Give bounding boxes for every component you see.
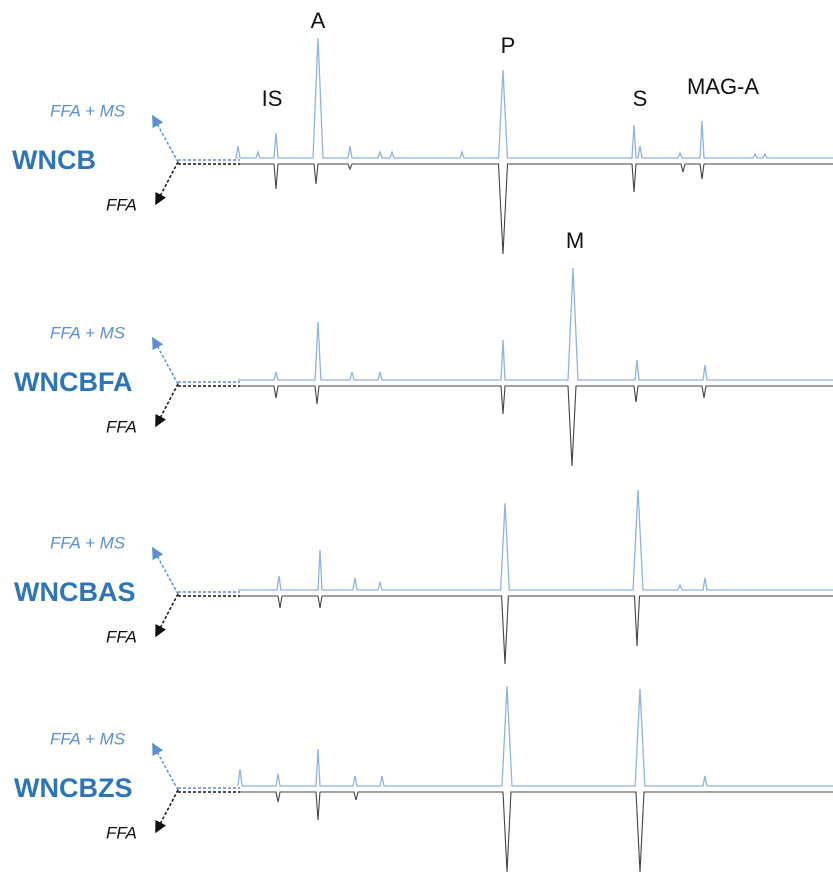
peak-label: MAG-A — [687, 74, 759, 99]
upper-label: FFA + MS — [50, 101, 126, 120]
lower-trace — [238, 595, 833, 665]
lower-label: FFA — [106, 417, 137, 436]
sample-label: WNCB — [12, 145, 96, 175]
arrow — [155, 789, 179, 834]
upper-trace — [237, 685, 833, 787]
arrow — [155, 383, 179, 428]
peak-label: P — [501, 33, 516, 58]
sample-label: WNCBFA — [14, 367, 132, 397]
upper-trace — [238, 267, 833, 381]
lower-trace — [238, 791, 833, 872]
peak-label: M — [566, 228, 584, 253]
lower-trace — [238, 163, 833, 255]
arrow — [155, 161, 179, 206]
upper-label: FFA + MS — [50, 533, 126, 552]
lower-trace — [238, 385, 833, 467]
upper-label: FFA + MS — [50, 323, 126, 342]
lower-label: FFA — [106, 823, 137, 842]
peak-label: A — [311, 8, 326, 33]
upper-trace — [238, 489, 833, 591]
arrow — [152, 114, 179, 163]
sample-label: WNCBAS — [14, 577, 136, 607]
arrow — [152, 742, 179, 791]
peak-label: S — [633, 86, 648, 111]
arrow — [155, 593, 179, 638]
upper-trace — [235, 37, 833, 159]
lower-label: FFA — [106, 195, 137, 214]
arrow — [152, 336, 179, 385]
peak-label: IS — [262, 86, 283, 111]
lower-label: FFA — [106, 627, 137, 646]
arrow — [152, 546, 179, 595]
sample-label: WNCBZS — [14, 773, 132, 803]
upper-label: FFA + MS — [50, 729, 126, 748]
